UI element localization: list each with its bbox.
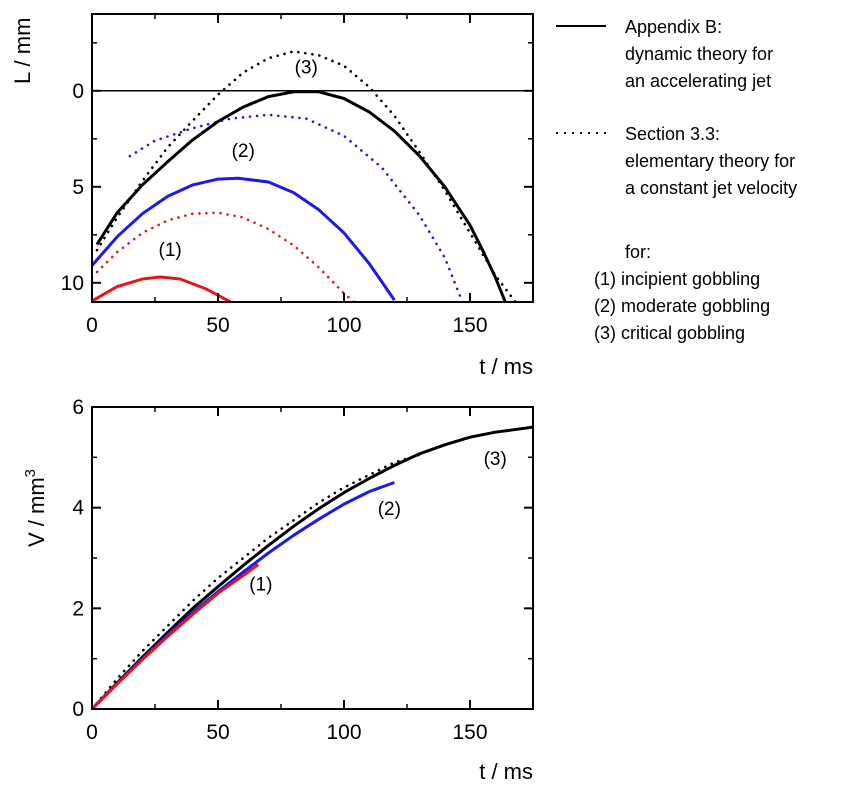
top-x-tick-label: 0 xyxy=(86,314,98,337)
bottom-x-tick-label: 50 xyxy=(206,721,229,744)
bottom-axes-frame xyxy=(91,406,534,710)
legend-dotted-line-3: a constant jet velocity xyxy=(625,178,797,198)
bottom-curve-label: (3) xyxy=(484,449,507,470)
bottom-curve-label: (2) xyxy=(378,499,401,520)
bottom-y-tick-label: 4 xyxy=(72,497,84,520)
bottom-panel: 0 50 100 150 0 2 4 6 (1) (2) (3) t / ms V / mm3 xyxy=(22,396,534,784)
top-y-axis-title: L / mm xyxy=(10,18,35,84)
bottom-y-axis-title: V / mm3 xyxy=(22,469,49,547)
legend-solid-line-2: dynamic theory for xyxy=(625,44,773,64)
bottom-y-axis-title-superscript: 3 xyxy=(22,469,39,477)
top-plot-border xyxy=(91,13,534,303)
top-series-group xyxy=(92,50,533,302)
legend-for-label: for: xyxy=(625,242,651,262)
bottom-x-tick-label: 100 xyxy=(326,721,361,744)
top-curve-labels: (1) (2) (3) xyxy=(159,58,318,261)
top-curve-label: (2) xyxy=(232,141,255,162)
top-y-tick-label: 10 xyxy=(61,272,84,295)
bottom-y-tick-label: 2 xyxy=(72,597,84,620)
top-series-3-dotted xyxy=(95,50,517,302)
bottom-x-axis-title: t / ms xyxy=(479,759,533,784)
top-curve-label: (1) xyxy=(159,240,182,261)
bottom-series-1-solid xyxy=(92,563,260,709)
top-x-tick-label: 50 xyxy=(206,314,229,337)
top-series-2-dotted xyxy=(128,113,464,302)
legend: Appendix B: dynamic theory for an accele… xyxy=(556,17,797,343)
top-x-tick-label: 150 xyxy=(452,314,487,337)
top-panel: 0 50 100 150 0 5 10 (1) (2) (3) t / ms L / mm xyxy=(10,13,534,379)
legend-solid-line-1: Appendix B: xyxy=(625,17,722,37)
legend-case-1: (1) incipient gobbling xyxy=(594,269,760,289)
legend-solid-line-3: an accelerating jet xyxy=(625,71,771,91)
bottom-x-tick-label: 150 xyxy=(452,721,487,744)
bottom-series-3-solid xyxy=(92,425,533,709)
top-y-tick-label: 5 xyxy=(72,176,84,199)
top-ticks: 0 50 100 150 0 5 10 xyxy=(61,14,533,337)
bottom-y-tick-label: 0 xyxy=(72,698,84,721)
bottom-curve-label: (1) xyxy=(249,575,272,596)
legend-dotted-line-1: Section 3.3: xyxy=(625,124,720,144)
bottom-curve-labels: (1) (2) (3) xyxy=(249,449,507,596)
bottom-x-tick-label: 0 xyxy=(86,721,98,744)
top-x-tick-label: 100 xyxy=(326,314,361,337)
top-y-tick-label: 0 xyxy=(72,80,84,103)
bottom-ticks: 0 50 100 150 0 2 4 6 xyxy=(72,396,533,744)
bottom-y-tick-label: 6 xyxy=(72,396,84,419)
bottom-series-2-solid xyxy=(92,481,395,709)
legend-case-2: (2) moderate gobbling xyxy=(594,296,770,316)
top-series-3-solid xyxy=(95,90,507,302)
bottom-y-axis-title-main: V / mm xyxy=(24,477,49,547)
bottom-plot-border xyxy=(91,406,534,710)
top-series-1-solid xyxy=(92,275,232,302)
legend-case-3: (3) critical gobbling xyxy=(594,323,745,343)
top-series-1-dotted xyxy=(92,211,356,302)
top-series-2-solid xyxy=(92,176,396,301)
top-axes-frame xyxy=(91,13,534,303)
legend-dotted-line-2: elementary theory for xyxy=(625,151,795,171)
top-curve-label: (3) xyxy=(295,58,318,79)
bottom-series-group xyxy=(92,425,533,709)
top-x-axis-title: t / ms xyxy=(479,354,533,379)
